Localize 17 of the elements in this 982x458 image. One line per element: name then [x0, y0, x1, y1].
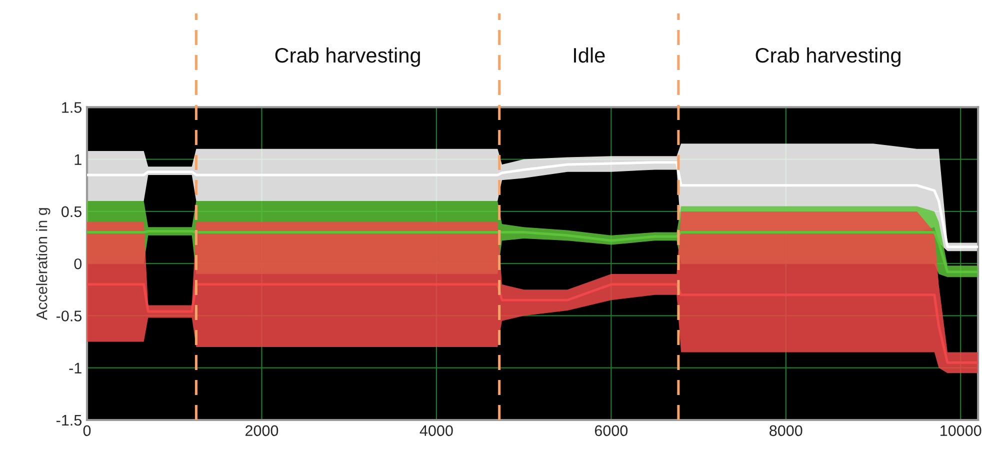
y-tick-label: 0.5: [62, 206, 82, 218]
y-tick-label: 1: [74, 154, 82, 165]
y-tick-label: 1.5: [62, 102, 82, 113]
x-tick-label: 2000: [246, 425, 278, 436]
text: Idle: [574, 47, 605, 63]
y-tick-label: -0.5: [56, 310, 82, 322]
y-tick-label: 0: [74, 258, 82, 270]
x-tick-label: 10000: [940, 425, 982, 436]
y-axis-title: Acceleration in g: [36, 208, 50, 320]
text: Crab harvesting: [275, 47, 420, 67]
y-tick-label: -1.5: [56, 415, 82, 426]
x-tick-label: 0: [83, 425, 91, 436]
text: Crab harvesting: [756, 47, 900, 67]
x-tick-label: 4000: [420, 425, 453, 436]
x-tick-label: 8000: [770, 425, 802, 436]
x-tick-label: 6000: [594, 425, 628, 436]
y-tick-label: -1: [69, 362, 82, 374]
